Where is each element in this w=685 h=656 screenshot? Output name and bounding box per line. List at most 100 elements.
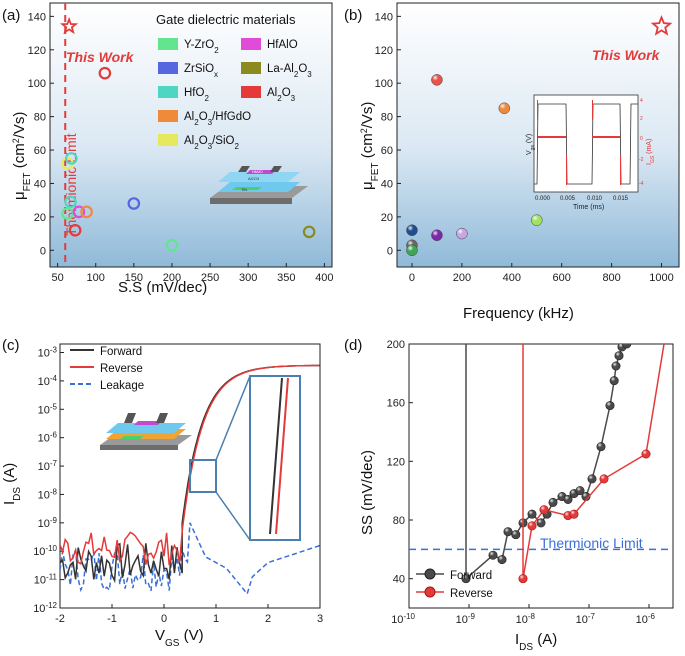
point-shine-d <box>599 474 609 484</box>
y-tick-label-a: 60 <box>34 145 46 157</box>
point-b-shine <box>431 74 443 86</box>
point-b-shine <box>531 214 543 226</box>
plot-d-frame <box>408 343 674 609</box>
inset-b: 0.000 0.005 0.010 0.015 Time (ms) Vgs (V… <box>526 94 656 211</box>
point-shine-d <box>518 574 528 583</box>
panel-a-label: (a) <box>2 7 20 24</box>
x-tick-label-b: 400 <box>503 272 521 284</box>
point-zrsiox <box>127 197 141 210</box>
point-shine-d <box>563 495 573 504</box>
legend-entry-a: Al2O3/SiO2 <box>184 135 239 151</box>
legend-swatch-a <box>158 134 178 146</box>
y-tick-label-a: 100 <box>28 78 46 90</box>
y-tick-label-a: 80 <box>34 112 46 124</box>
y-tick-label-b: 60 <box>381 145 393 157</box>
point-shine-d <box>539 505 549 514</box>
thermionic-limit-label-a: Thermionic Limit <box>63 133 79 236</box>
y-axis-label-a: μFET (cm2/Vs) <box>11 112 33 200</box>
inset-x-label: Time (ms) <box>573 204 604 211</box>
axis-ticks-a: 50 100 150 200 250 300 350 400 0 20 40 60 80 100 120 14… <box>28 11 334 284</box>
svg-text:TiN: TiN <box>241 187 247 192</box>
scatter-points-a <box>59 16 316 252</box>
this-work-star-a <box>59 16 79 35</box>
legend-entry-a: ZrSiOx <box>184 63 218 79</box>
svg-text:4: 4 <box>640 98 643 104</box>
point-b-shine <box>406 224 418 236</box>
panel-c: (c) -2 -1 0 1 2 3 10-12 10-11 10-10 10-9 10-8 10-7 1… <box>1 337 323 649</box>
scatter-points-b <box>406 15 673 257</box>
y-tick-label-b: 100 <box>375 78 393 90</box>
legend-a: Gate dielectric materials Y-ZrO2 HfAlO ZrS… <box>156 12 312 151</box>
point-shine-d <box>587 474 597 484</box>
this-work-label-b: This Work <box>592 47 661 63</box>
x-tick-label-a: 100 <box>87 272 105 284</box>
legend-entry-a: Y-ZrO2 <box>184 39 219 55</box>
device-illustration-c <box>100 413 192 450</box>
y-tick-label-b: 20 <box>381 212 393 224</box>
point-y-zro2 <box>165 238 179 252</box>
point-b-shine <box>498 102 510 114</box>
point-shine-d <box>575 486 585 495</box>
inset-y-label-right: IGS (mA) <box>646 139 656 165</box>
x-tick-label-c: 1 <box>213 613 219 625</box>
inset-igs-trace <box>537 100 621 185</box>
y-tick-label-c: 10-4 <box>38 373 58 388</box>
x-tick-label-d: 10-10 <box>391 612 415 627</box>
svg-text:HfAlO: HfAlO <box>252 169 263 174</box>
y-tick-label-c: 10-3 <box>38 345 58 360</box>
device-illustration-a: Al2O3 TiN HfAlO <box>210 166 308 204</box>
point-b-shine <box>456 228 468 240</box>
svg-text:-2: -2 <box>639 157 644 163</box>
point-shine-d <box>569 509 579 519</box>
x-axis-label-c: VGS (V) <box>155 627 204 649</box>
y-tick-label-c: 10-8 <box>38 487 58 502</box>
ss-curves <box>409 344 673 584</box>
y-tick-label-a: 0 <box>40 245 46 257</box>
x-tick-label-c: 3 <box>317 613 323 625</box>
y-tick-label-b: 80 <box>381 112 393 124</box>
y-tick-label-c: 10-5 <box>38 402 58 417</box>
legend-swatch-a <box>241 86 261 98</box>
y-tick-label-b: 140 <box>375 11 393 23</box>
axis-ticks-c: -2 -1 0 1 2 3 10-12 10-11 10-10 10-9 10-8 10-7 10-6 1… <box>33 345 323 625</box>
x-tick-label-a: 50 <box>51 272 63 284</box>
x-tick-label-a: 400 <box>315 272 333 284</box>
point-shine-d <box>461 574 471 583</box>
x-tick-label-c: 2 <box>265 613 271 625</box>
point-al2o3 <box>98 66 112 80</box>
legend-swatch-a <box>158 62 178 74</box>
point-shine-d <box>497 555 507 564</box>
panel-c-label: (c) <box>2 337 20 354</box>
y-tick-label-d: 80 <box>393 515 405 527</box>
y-tick-label-c: 10-11 <box>34 572 58 587</box>
point-shine-d <box>503 527 513 536</box>
svg-text:Reverse: Reverse <box>100 363 143 375</box>
y-axis-label-d: SS (mV/dec) <box>359 450 376 535</box>
point-shine-d <box>614 351 624 360</box>
x-tick-label-c: -1 <box>107 613 117 625</box>
y-tick-label-b: 0 <box>387 245 393 257</box>
y-tick-label-a: 140 <box>28 11 46 23</box>
y-tick-label-d: 200 <box>387 339 405 351</box>
legend-swatch-a <box>158 86 178 98</box>
x-tick-label-a: 150 <box>125 272 143 284</box>
point-al2o3-hfgdo <box>80 205 93 219</box>
x-axis-label-a: S.S (mV/dec) <box>118 279 207 296</box>
point-shine-d <box>527 509 537 519</box>
legend-title: Gate dielectric materials <box>156 12 296 27</box>
point-shine-d <box>605 401 615 410</box>
y-tick-label-a: 120 <box>28 45 46 57</box>
x-tick-label-b: 600 <box>553 272 571 284</box>
legend-d: Forward Reverse <box>416 568 493 600</box>
point-shine-d <box>622 344 631 349</box>
y-tick-label-d: 40 <box>393 574 405 586</box>
x-tick-label-d: 10-7 <box>576 612 596 627</box>
x-tick-label-b: 200 <box>453 272 471 284</box>
legend-swatch-a <box>241 38 261 50</box>
svg-text:Al2O3: Al2O3 <box>248 176 260 181</box>
svg-text:Forward: Forward <box>450 570 492 582</box>
point-b-shine <box>431 229 443 241</box>
x-tick-label-b: 0 <box>409 272 415 284</box>
legend-entry-a: HfAlO <box>267 39 298 51</box>
